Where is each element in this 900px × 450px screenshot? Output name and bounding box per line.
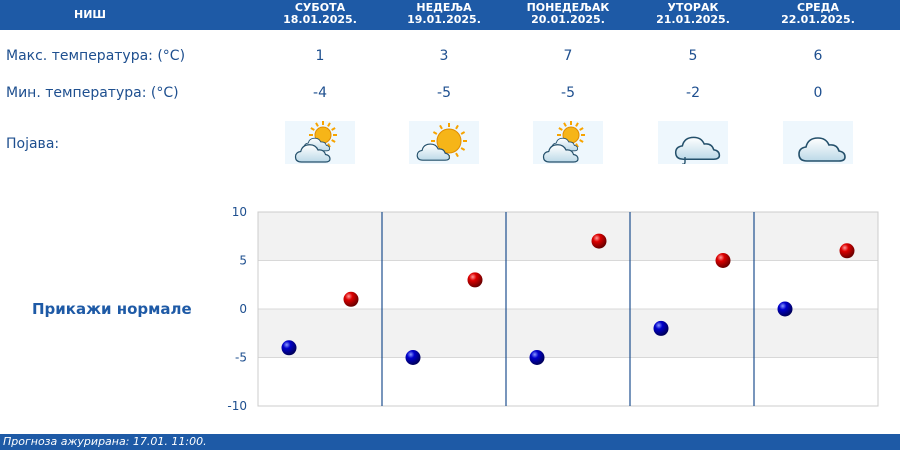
y-tick-label: -5 <box>235 351 247 365</box>
max-temp-point <box>715 253 731 268</box>
max-temp-point <box>839 243 855 259</box>
max-temp-point <box>467 272 483 288</box>
day-name: УТОРАК <box>667 1 719 14</box>
plot-frame <box>257 211 879 407</box>
day-header: СУБОТА 18.01.2025. <box>270 0 370 30</box>
max-temp-label: Макс. температура: (°C) <box>6 48 186 64</box>
max-temp-value: 6 <box>813 48 823 64</box>
grid-band <box>258 212 878 261</box>
min-temp-value: 0 <box>813 85 823 101</box>
max-temp-value: 1 <box>315 48 325 64</box>
day-date: 20.01.2025. <box>531 13 605 26</box>
day-header: НЕДЕЉА 19.01.2025. <box>394 0 494 30</box>
update-footer: Прогноза ажурирана: 17.01. 11:00. <box>0 434 900 450</box>
max-temp-value: 5 <box>688 48 698 64</box>
day-date: 22.01.2025. <box>781 13 855 26</box>
max-temp-point <box>591 233 607 249</box>
cloudy-drizzle-icon <box>658 121 728 164</box>
min-temp-value: -5 <box>437 85 451 101</box>
day-name: СРЕДА <box>797 1 839 14</box>
min-temp-value: -2 <box>686 85 700 101</box>
day-header: УТОРАК 21.01.2025. <box>643 0 743 30</box>
y-tick-label: 10 <box>232 205 247 219</box>
day-header: ПОНЕДЕЉАК 20.01.2025. <box>518 0 618 30</box>
forecast-header: НИШ СУБОТА 18.01.2025. НЕДЕЉА 19.01.2025. ПО… <box>0 0 900 30</box>
min-temp-value: -4 <box>313 85 327 101</box>
max-temp-point <box>343 291 359 307</box>
day-header: СРЕДА 22.01.2025. <box>768 0 868 30</box>
min-temp-label: Мин. температура: (°C) <box>6 85 179 101</box>
grid-band <box>258 309 878 358</box>
day-name: СУБОТА <box>294 1 346 14</box>
partly-cloudy-icon <box>533 121 603 164</box>
min-temp-value: -5 <box>561 85 575 101</box>
phenomenon-label: Појава: <box>6 136 60 152</box>
day-date: 18.01.2025. <box>283 13 357 26</box>
min-temp-point <box>281 340 297 356</box>
update-text: Прогноза ажурирана: 17.01. 11:00. <box>3 435 207 448</box>
min-temp-point <box>529 350 545 365</box>
city-name: НИШ <box>73 8 106 21</box>
y-tick-label: 5 <box>239 254 247 268</box>
cloudy-icon <box>783 121 853 164</box>
partly-cloudy-icon <box>285 121 355 164</box>
day-name: ПОНЕДЕЉАК <box>526 1 610 14</box>
y-tick-label: -10 <box>227 399 247 413</box>
y-tick-label: 0 <box>239 302 247 316</box>
mostly-sunny-icon <box>409 121 479 164</box>
day-date: 19.01.2025. <box>407 13 481 26</box>
day-date: 21.01.2025. <box>656 13 730 26</box>
min-temp-point <box>653 320 669 336</box>
show-normals-button[interactable]: Прикажи нормале <box>32 300 192 318</box>
day-name: НЕДЕЉА <box>416 1 472 14</box>
min-temp-point <box>777 301 793 317</box>
max-temp-value: 7 <box>563 48 573 64</box>
max-temp-value: 3 <box>439 48 449 64</box>
min-temp-point <box>405 350 421 365</box>
